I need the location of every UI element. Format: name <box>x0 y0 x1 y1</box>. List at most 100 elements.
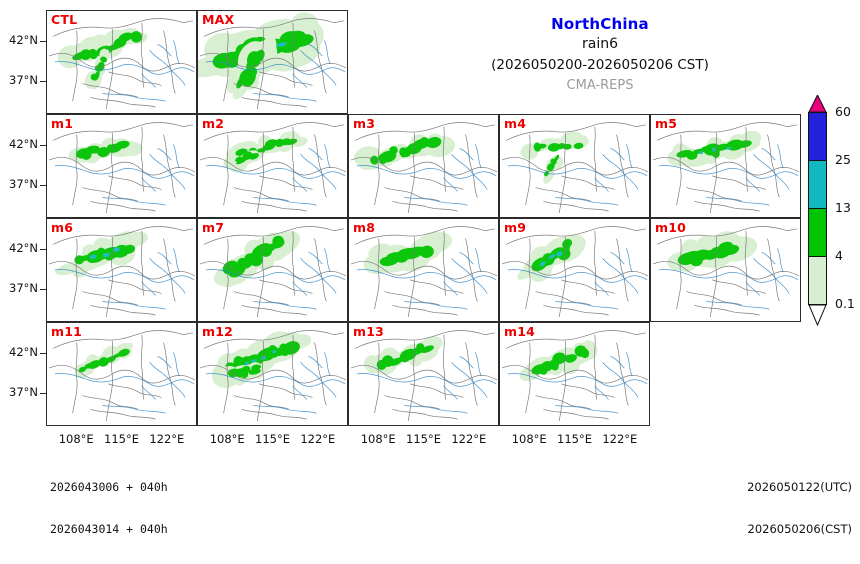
x-axis-tick-label: 122°E <box>451 432 487 446</box>
footer-right-line2: 2026050206(CST) <box>747 522 853 536</box>
y-axis-tick-label: 42°N <box>9 137 38 152</box>
map-panel-m4: m4 <box>499 114 650 218</box>
colorbar-tick-13: 13 <box>835 200 851 215</box>
panel-label-m9: m9 <box>504 220 527 235</box>
panel-map-svg <box>350 330 498 422</box>
panel-label-m8: m8 <box>353 220 376 235</box>
panel-label-m3: m3 <box>353 116 376 131</box>
panel-label-m5: m5 <box>655 116 678 131</box>
panel-map-svg <box>501 122 649 214</box>
y-axis-tick-mark <box>40 145 46 146</box>
region-title: NorthChina <box>551 15 649 33</box>
map-panel-m13: m13 <box>348 322 499 426</box>
x-axis-tick-label: 122°E <box>300 432 336 446</box>
x-axis-tick-label: 115°E <box>557 432 592 446</box>
panel-label-max: MAX <box>202 12 235 27</box>
x-axis-tick-label: 115°E <box>255 432 290 446</box>
panel-label-m12: m12 <box>202 324 234 339</box>
map-panel-m8: m8 <box>348 218 499 322</box>
panel-map-svg <box>48 330 196 422</box>
map-panel-m11: m11 <box>46 322 197 426</box>
panel-map-svg <box>652 226 800 318</box>
figure-title-block: NorthChina rain6 (2026050200-2026050206 … <box>440 14 760 96</box>
colorbar-over-arrow <box>808 95 827 113</box>
map-panel-m3: m3 <box>348 114 499 218</box>
colorbar-band-4-13 <box>808 208 827 256</box>
colorbar-band-25-60 <box>808 112 827 160</box>
map-panel-ctl: CTL <box>46 10 197 114</box>
panel-label-m4: m4 <box>504 116 527 131</box>
map-panel-m10: m10 <box>650 218 801 322</box>
panel-map-svg <box>501 330 649 422</box>
panel-map-svg <box>199 226 347 318</box>
y-axis-tick-mark <box>40 353 46 354</box>
map-panel-max: MAX <box>197 10 348 114</box>
x-axis-tick-label: 122°E <box>602 432 638 446</box>
x-axis-tick-label: 115°E <box>104 432 139 446</box>
footer-left: 2026043006 + 040h 2026043014 + 040h <box>50 452 168 564</box>
footer-right-line1: 2026050122(UTC) <box>747 480 852 494</box>
x-axis-tick-label: 108°E <box>58 432 94 446</box>
panel-map-svg <box>199 330 347 422</box>
x-axis-tick-label: 115°E <box>406 432 441 446</box>
panel-map-svg <box>48 122 196 214</box>
variable-title: rain6 <box>581 36 618 52</box>
footer-left-line1: 2026043006 + 040h <box>50 480 168 494</box>
map-panel-m12: m12 <box>197 322 348 426</box>
colorbar-band-13-25 <box>808 160 827 208</box>
colorbar-band-0.1-4 <box>808 256 827 304</box>
y-axis-tick-mark <box>40 393 46 394</box>
y-axis-tick-mark <box>40 249 46 250</box>
x-axis-tick-label: 108°E <box>209 432 245 446</box>
panel-map-svg <box>199 122 347 214</box>
colorbar-tick-25: 25 <box>835 152 851 167</box>
y-axis-tick-mark <box>40 185 46 186</box>
map-panel-m1: m1 <box>46 114 197 218</box>
panel-label-m7: m7 <box>202 220 225 235</box>
panel-label-m1: m1 <box>51 116 74 131</box>
y-axis-tick-mark <box>40 41 46 42</box>
map-panel-m5: m5 <box>650 114 801 218</box>
panel-map-svg <box>48 18 196 110</box>
colorbar-separator <box>808 256 827 257</box>
panel-map-svg <box>48 226 196 318</box>
period-title: (2026050200-2026050206 CST) <box>491 57 709 73</box>
y-axis-tick-label: 37°N <box>9 384 38 399</box>
panel-label-m6: m6 <box>51 220 74 235</box>
panel-label-m10: m10 <box>655 220 687 235</box>
y-axis-tick-label: 42°N <box>9 33 38 48</box>
map-panel-m7: m7 <box>197 218 348 322</box>
map-panel-m2: m2 <box>197 114 348 218</box>
panel-label-m11: m11 <box>51 324 83 339</box>
y-axis-tick-label: 37°N <box>9 176 38 191</box>
colorbar-separator <box>808 112 827 113</box>
map-panel-m14: m14 <box>499 322 650 426</box>
x-axis-tick-label: 108°E <box>360 432 396 446</box>
y-axis-tick-label: 37°N <box>9 280 38 295</box>
panel-map-svg <box>350 122 498 214</box>
x-axis-tick-label: 108°E <box>511 432 547 446</box>
model-title: CMA-REPS <box>566 78 634 93</box>
empty-cell-r0c4 <box>650 10 801 114</box>
map-panel-m6: m6 <box>46 218 197 322</box>
empty-cell-r0c3 <box>499 10 650 114</box>
panel-map-svg <box>652 122 800 214</box>
y-axis-tick-mark <box>40 81 46 82</box>
forecast-figure: NorthChina rain6 (2026050200-2026050206 … <box>9 10 855 536</box>
panel-map-svg <box>198 12 347 110</box>
colorbar-tick-60: 60 <box>835 104 851 119</box>
panel-label-m2: m2 <box>202 116 225 131</box>
colorbar-separator <box>808 208 827 209</box>
colorbar-tick-0.1: 0.1 <box>835 296 855 311</box>
colorbar-under-arrow <box>808 304 827 326</box>
panel-label-ctl: CTL <box>51 12 78 27</box>
y-axis-tick-label: 42°N <box>9 241 38 256</box>
y-axis-tick-mark <box>40 289 46 290</box>
colorbar-tick-4: 4 <box>835 248 843 263</box>
x-axis-tick-label: 122°E <box>149 432 185 446</box>
panel-label-m14: m14 <box>504 324 536 339</box>
panel-label-m13: m13 <box>353 324 385 339</box>
y-axis-tick-label: 42°N <box>9 345 38 360</box>
y-axis-tick-label: 37°N <box>9 72 38 87</box>
empty-cell-r3c4 <box>650 322 801 426</box>
